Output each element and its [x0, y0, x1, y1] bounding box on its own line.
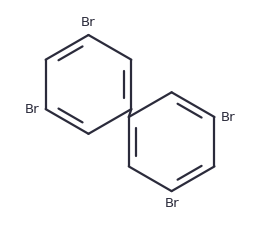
Text: Br: Br: [81, 16, 96, 29]
Text: Br: Br: [220, 110, 235, 123]
Text: Br: Br: [164, 197, 179, 210]
Text: Br: Br: [25, 103, 40, 116]
